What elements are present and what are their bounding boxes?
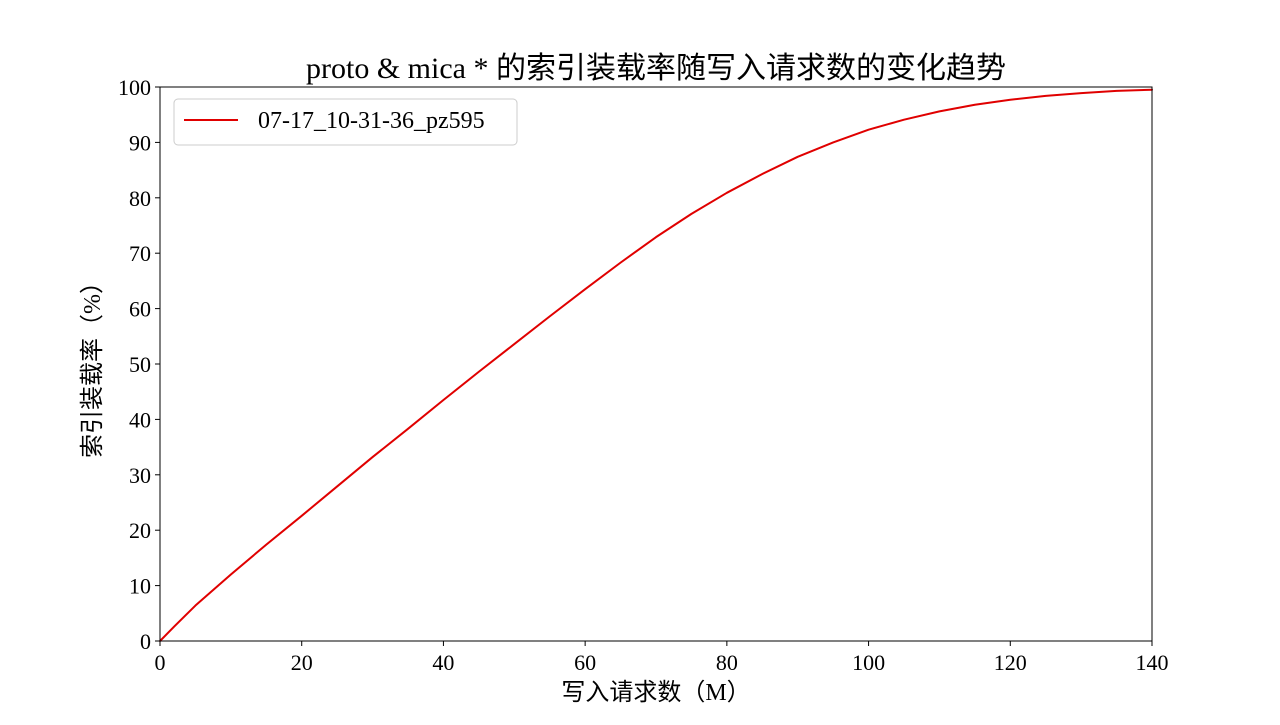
legend-box bbox=[173, 98, 518, 146]
y-tick-label: 40 bbox=[129, 407, 151, 432]
y-tick-label: 80 bbox=[129, 186, 151, 211]
legend-label: 07-17_10-31-36_pz595 bbox=[258, 108, 485, 134]
y-tick-label: 10 bbox=[129, 574, 151, 599]
y-axis-label: 索引装载率（%） bbox=[79, 270, 106, 458]
x-tick-label: 40 bbox=[432, 650, 454, 675]
axes-frame bbox=[159, 86, 1153, 642]
x-tick-label: 80 bbox=[716, 650, 738, 675]
axis-ticks: 0 20 40 60 80 100 120 140 0 10 20 30 40 50 60 70 80 90 100 bbox=[118, 75, 1169, 675]
y-tick-label: 100 bbox=[118, 75, 151, 100]
y-tick-label: 70 bbox=[129, 241, 151, 266]
x-tick-label: 140 bbox=[1136, 650, 1169, 675]
x-tick-label: 100 bbox=[852, 650, 885, 675]
x-tick-label: 20 bbox=[291, 650, 313, 675]
y-tick-label: 0 bbox=[140, 629, 151, 654]
y-tick-label: 60 bbox=[129, 297, 151, 322]
legend: 07-17_10-31-36_pz595 bbox=[173, 98, 518, 146]
y-tick-label: 20 bbox=[129, 518, 151, 543]
chart-title: proto & mica * 的索引装载率随写入请求数的变化趋势 bbox=[306, 52, 1006, 85]
x-tick-label: 120 bbox=[994, 650, 1027, 675]
plot-area bbox=[159, 86, 1153, 642]
series-line-0 bbox=[159, 88, 1153, 642]
y-tick-label: 50 bbox=[129, 352, 151, 377]
x-tick-label: 0 bbox=[155, 650, 166, 675]
y-tick-label: 30 bbox=[129, 463, 151, 488]
x-tick-label: 60 bbox=[574, 650, 596, 675]
x-axis-label: 写入请求数（M） bbox=[561, 679, 750, 706]
y-tick-label: 90 bbox=[129, 130, 151, 155]
